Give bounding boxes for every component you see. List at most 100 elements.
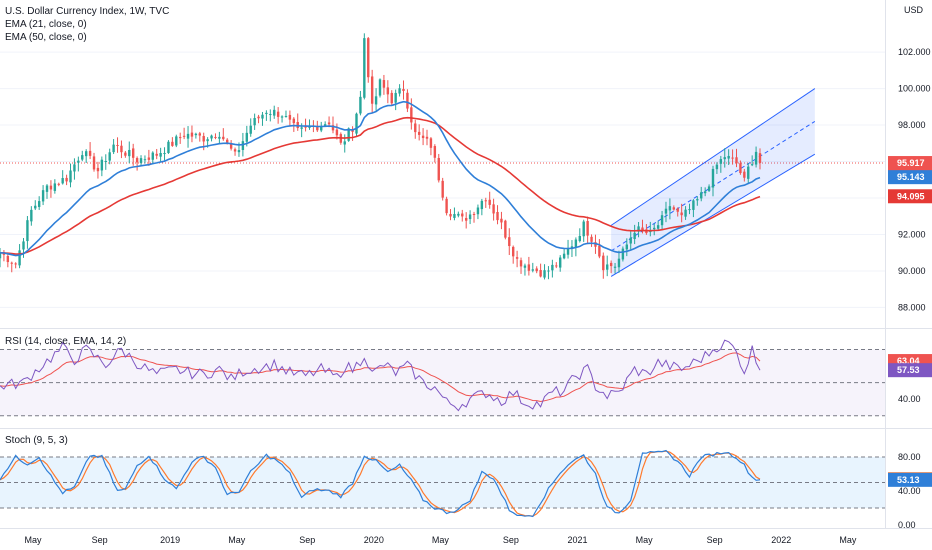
candle-body: [88, 150, 92, 156]
candle-body: [488, 199, 491, 205]
candle-body: [308, 126, 311, 128]
stoch-k-tag-bg: [888, 472, 932, 487]
candle-body: [594, 242, 597, 247]
candle-body: [210, 135, 213, 139]
candle-body: [253, 118, 256, 126]
candle-body: [18, 250, 21, 266]
price-axis[interactable]: 88.00090.00092.00094.00096.00098.000100.…: [898, 47, 931, 530]
candle-body: [198, 133, 201, 136]
candle-body: [367, 38, 370, 78]
candle-body: [363, 38, 366, 98]
rsi-pane: [0, 339, 885, 417]
candle-body: [182, 135, 186, 137]
candle-body: [668, 206, 672, 211]
ema50-tag: 94.095: [897, 191, 925, 201]
ema50-tag-bg: [888, 189, 932, 204]
candle-body: [151, 152, 154, 160]
candle-body: [410, 107, 413, 123]
candle-body: [598, 245, 601, 257]
candle-body: [159, 153, 162, 157]
candle-body: [218, 136, 221, 139]
candle-body: [30, 209, 33, 222]
candle-body: [703, 191, 707, 194]
candle-body: [245, 132, 249, 142]
candle-body: [257, 116, 260, 119]
candle-body: [320, 125, 323, 131]
rsi-tag-bg: [888, 363, 932, 378]
candle-body: [167, 141, 170, 154]
candle-body: [719, 159, 723, 164]
candle-body: [374, 96, 378, 105]
candle-body: [355, 113, 358, 134]
candle-body: [34, 205, 37, 209]
candle-body: [241, 141, 245, 151]
stoch-legend[interactable]: Stoch (9, 5, 3): [5, 435, 68, 446]
time-tick-label: Sep: [707, 535, 723, 545]
candle-body: [504, 220, 507, 238]
candle-body: [707, 186, 711, 191]
candle-body: [390, 92, 393, 104]
candle-body: [578, 235, 581, 242]
stoch-k-tag: 53.13: [897, 475, 920, 485]
ema50-legend[interactable]: EMA (50, close, 0): [5, 32, 87, 43]
candle-body: [112, 144, 115, 153]
candle-body: [327, 122, 331, 125]
candle-body: [629, 237, 632, 244]
candle-body: [280, 116, 284, 118]
candle-body: [625, 244, 629, 250]
candle-body: [582, 221, 585, 237]
stoch-tick-label: 40.00: [898, 486, 921, 496]
chart-title[interactable]: U.S. Dollar Currency Index, 1W, TVC: [5, 6, 170, 17]
candle-body: [131, 148, 135, 158]
candle-body: [163, 152, 166, 155]
candle-body: [723, 157, 726, 160]
time-tick-label: 2020: [364, 535, 384, 545]
candle-body: [731, 157, 734, 159]
candle-body: [750, 164, 754, 166]
rsi-tag: 57.53: [897, 365, 920, 375]
candle-body: [511, 246, 515, 257]
price-tick-label: 100.000: [898, 84, 931, 94]
candle-body: [676, 208, 679, 212]
candle-body: [171, 141, 174, 146]
channel-upper: [610, 88, 816, 226]
candle-body: [100, 159, 104, 171]
time-axis[interactable]: May Sep 2019 May Sep 2020 May Sep 2021 May Sep 2022…: [24, 535, 856, 545]
candle-body: [574, 239, 578, 248]
candle-body: [81, 155, 84, 160]
rsi-legend[interactable]: RSI (14, close, EMA, 14, 2): [5, 336, 127, 347]
price-tick-label: 102.000: [898, 47, 931, 57]
candle-body: [433, 146, 437, 158]
candle-body: [453, 214, 456, 218]
candle-body: [531, 269, 534, 271]
candle-body: [331, 125, 335, 131]
ema21-legend[interactable]: EMA (21, close, 0): [5, 19, 87, 30]
candle-body: [14, 263, 17, 265]
candle-body: [653, 227, 656, 230]
candle-body: [684, 209, 687, 217]
candle-body: [84, 151, 88, 157]
candle-body: [539, 270, 542, 277]
candle-body: [417, 131, 421, 135]
candle-body: [461, 213, 464, 217]
time-tick-label: May: [636, 535, 654, 545]
time-tick-label: Sep: [92, 535, 108, 545]
candle-body: [555, 265, 558, 267]
candle-body: [370, 76, 374, 104]
stoch-k-line: [0, 449, 761, 518]
stoch-pane: [0, 449, 885, 518]
candle-body: [120, 145, 123, 153]
candle-body: [464, 217, 468, 221]
candle-body: [543, 270, 546, 278]
candle-body: [292, 118, 296, 124]
candle-body: [711, 168, 715, 188]
candle-body: [692, 200, 695, 210]
candle-body: [202, 136, 205, 142]
candle-body: [437, 157, 440, 181]
ema21-tag-bg: [888, 170, 932, 185]
candle-body: [609, 262, 613, 267]
candle-body: [606, 264, 609, 270]
candle-body: [22, 241, 25, 250]
candle-body: [69, 170, 72, 183]
